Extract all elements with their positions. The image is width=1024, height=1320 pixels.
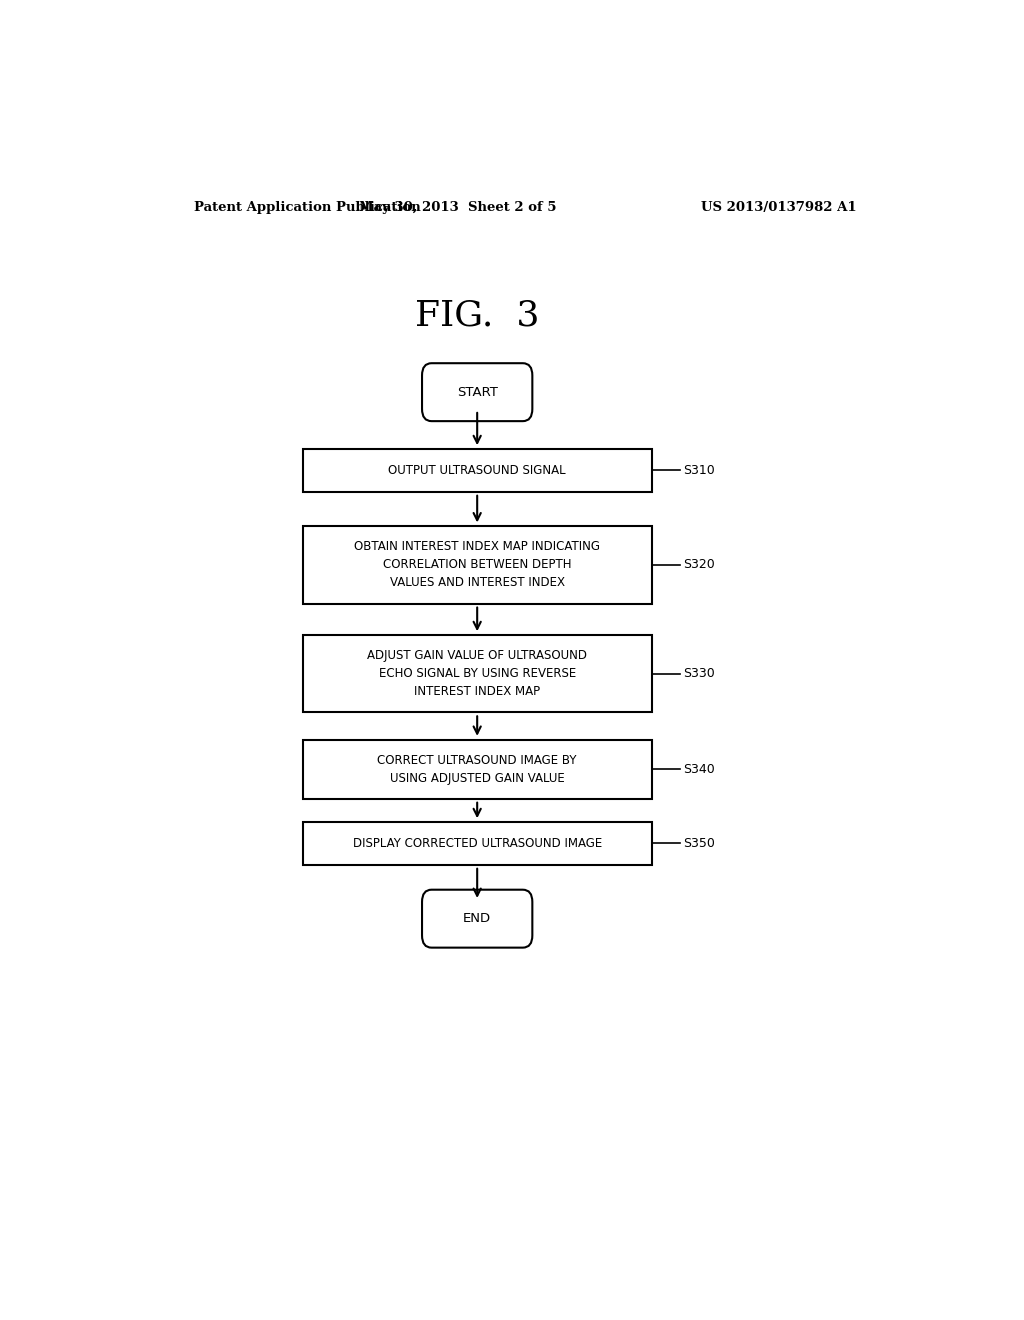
Text: S310: S310 (684, 463, 716, 477)
FancyBboxPatch shape (303, 449, 652, 492)
Text: May 30, 2013  Sheet 2 of 5: May 30, 2013 Sheet 2 of 5 (358, 201, 556, 214)
FancyBboxPatch shape (422, 890, 532, 948)
Text: ADJUST GAIN VALUE OF ULTRASOUND
ECHO SIGNAL BY USING REVERSE
INTEREST INDEX MAP: ADJUST GAIN VALUE OF ULTRASOUND ECHO SIG… (368, 649, 587, 698)
Text: S330: S330 (684, 667, 716, 680)
Text: S340: S340 (684, 763, 716, 776)
Text: FIG.  3: FIG. 3 (415, 298, 540, 333)
FancyBboxPatch shape (422, 363, 532, 421)
Text: US 2013/0137982 A1: US 2013/0137982 A1 (701, 201, 856, 214)
Text: END: END (463, 912, 492, 925)
Text: Patent Application Publication: Patent Application Publication (194, 201, 421, 214)
FancyBboxPatch shape (303, 635, 652, 713)
Text: CORRECT ULTRASOUND IMAGE BY
USING ADJUSTED GAIN VALUE: CORRECT ULTRASOUND IMAGE BY USING ADJUST… (378, 754, 577, 785)
Text: START: START (457, 385, 498, 399)
FancyBboxPatch shape (303, 739, 652, 799)
Text: OBTAIN INTEREST INDEX MAP INDICATING
CORRELATION BETWEEN DEPTH
VALUES AND INTERE: OBTAIN INTEREST INDEX MAP INDICATING COR… (354, 540, 600, 590)
FancyBboxPatch shape (303, 527, 652, 603)
Text: S350: S350 (684, 837, 716, 850)
Text: DISPLAY CORRECTED ULTRASOUND IMAGE: DISPLAY CORRECTED ULTRASOUND IMAGE (352, 837, 602, 850)
FancyBboxPatch shape (303, 822, 652, 865)
Text: OUTPUT ULTRASOUND SIGNAL: OUTPUT ULTRASOUND SIGNAL (388, 463, 566, 477)
Text: S320: S320 (684, 558, 716, 572)
